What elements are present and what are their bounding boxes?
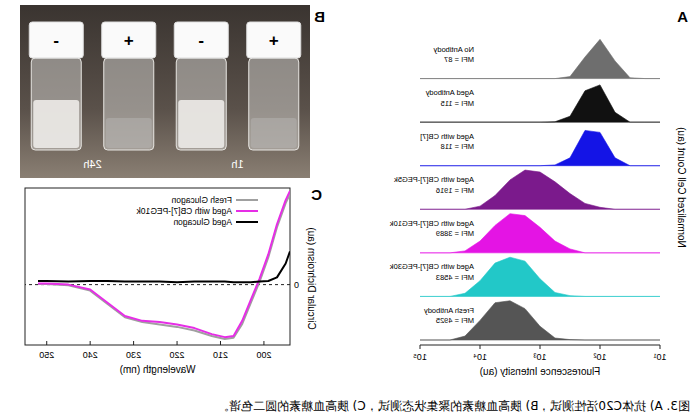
mfi-label: MFI = 4583 [436,273,474,282]
time-label: 24h [83,158,101,170]
vial-sign: - [198,31,204,50]
tick-label: 200 [256,350,271,360]
axis-title: Fluorescence Intensity (au) [480,366,601,377]
histogram-area [420,85,660,122]
tick [177,341,178,345]
mfi-label: MFI = 118 [441,142,474,151]
tick-label: 10⁵ [413,352,427,362]
vial-cap [174,22,228,58]
cd-line [38,194,290,339]
tick-label: 10⁴ [473,352,487,362]
tick-label: 10³ [533,352,546,362]
series-label: Aged with CB[7]-PEG5k [394,175,474,184]
plot-frame [25,188,290,345]
tick [420,345,421,349]
vial-sign: + [124,31,134,50]
tick [600,345,601,349]
vial-contents [178,100,224,148]
tick-label: 210 [213,350,228,360]
axis-title: Wavelength (nm) [120,364,196,375]
plot-area [38,191,290,339]
series-label: No Antibody [433,45,474,54]
histogram-area [420,39,660,78]
tick-label: 220 [170,350,185,360]
legend-label: Aged with CB[7]-PEG10k [136,206,232,216]
tick [660,345,661,349]
vial-body [176,58,226,150]
tick [220,341,221,345]
series-label: Aged with CB[7]-PEG30k [390,262,474,271]
panel-letter: B [314,8,325,25]
series-label: Fresh Antibody [424,306,474,315]
vial-body [31,58,81,150]
legend-swatch [236,210,258,212]
series-label: Aged with CB[7]-PEG10k [390,219,474,228]
tick [90,341,91,345]
vial-cap [102,22,156,58]
tick [46,341,47,345]
panel-letter: A [677,8,688,25]
vial-contents [106,118,152,148]
photo-background [20,5,310,178]
mfi-label: MFI = 3889 [436,229,474,238]
tick-label: 0 [294,280,299,290]
panel-letter: C [311,186,322,203]
plot-area [420,39,660,340]
tick-label: 250 [39,350,54,360]
histogram-area [420,301,660,340]
vial-contents [251,118,297,148]
series-label: Aged with CB[7] [420,132,474,141]
tick-label: 240 [83,350,98,360]
legend-label: Fresh Glucagon [171,195,232,205]
time-label: 1h [231,158,243,170]
tick-label: 10¹ [653,352,666,362]
vial-body [104,58,154,150]
cd-line [38,191,290,337]
mfi-label: MFI = 87 [444,55,474,64]
tick [540,345,541,349]
tick-label: 230 [126,350,141,360]
vial-sign: + [269,31,279,50]
vial-body [249,58,299,150]
tick [480,345,481,349]
tick [133,341,134,345]
mfi-label: MFI = 4925 [436,316,474,325]
mfi-label: MFI = 1916 [436,186,474,195]
vial-cap [247,22,301,58]
figure: ANormalized Cell Count (au)No AntibodyMF… [0,0,700,420]
legend-swatch [236,199,258,201]
axis-title: Circular Dichroism (au) [306,227,317,329]
histogram-area [420,130,660,165]
vial-cap [29,22,83,58]
tick [263,341,264,345]
legend-label: Aged Glucagon [173,217,232,227]
vial-sign: - [53,31,59,50]
mfi-label: MFI = 115 [441,99,474,108]
axis-title: Normalized Cell Count (au) [676,127,687,248]
cd-line [38,251,290,282]
series-label: Aged Antibody [425,88,474,97]
tick-label: 10² [593,352,606,362]
vial-contents [33,100,79,148]
legend-swatch [236,221,258,223]
caption: 图3. A) 抗体C20活性测试，B) 胰高血糖素的聚集状态测试，C) 胰高血糖… [217,399,690,413]
